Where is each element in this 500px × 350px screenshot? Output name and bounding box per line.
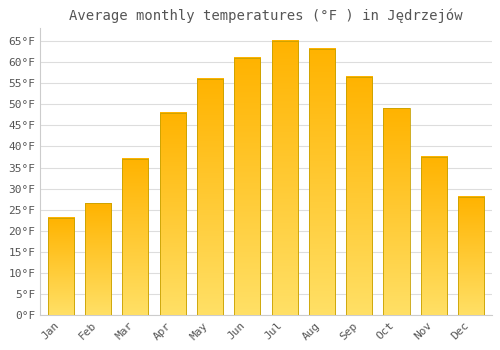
Title: Average monthly temperatures (°F ) in Jędrzejów: Average monthly temperatures (°F ) in Ję… bbox=[69, 8, 462, 23]
Bar bbox=[458, 197, 484, 315]
Bar bbox=[122, 159, 148, 315]
Bar bbox=[272, 41, 297, 315]
Bar bbox=[421, 157, 447, 315]
Bar bbox=[384, 108, 409, 315]
Bar bbox=[234, 58, 260, 315]
Bar bbox=[48, 218, 74, 315]
Bar bbox=[85, 203, 111, 315]
Bar bbox=[309, 49, 335, 315]
Bar bbox=[197, 79, 223, 315]
Bar bbox=[160, 113, 186, 315]
Bar bbox=[346, 77, 372, 315]
